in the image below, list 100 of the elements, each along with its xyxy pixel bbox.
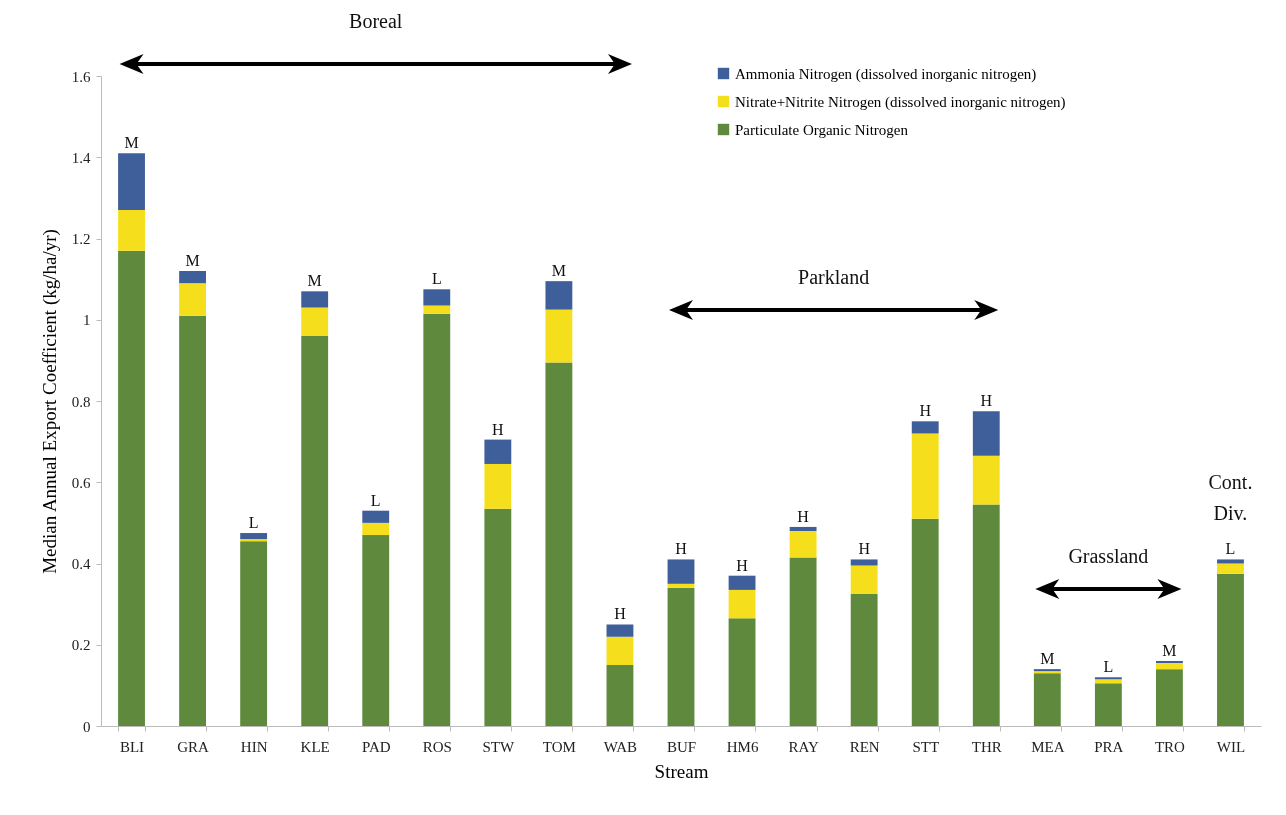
y-tick-label: 0.8 — [71, 393, 91, 410]
bar — [850, 593, 878, 726]
text: Boreal — [349, 10, 403, 32]
bar — [362, 535, 390, 726]
annotation: L — [1225, 540, 1236, 558]
bar — [118, 210, 145, 251]
y-tick-label: 1.2 — [71, 231, 91, 247]
bar — [728, 618, 756, 726]
bar — [362, 522, 390, 536]
bar — [972, 455, 1000, 505]
bar — [484, 463, 512, 509]
annotation: H — [736, 556, 749, 574]
annotation: M — [124, 134, 139, 152]
bar — [606, 624, 634, 637]
x-tick-label: WIL — [1216, 738, 1246, 755]
annotation: H — [797, 507, 810, 525]
annotation: H — [919, 402, 932, 420]
bar — [179, 315, 207, 726]
legend-label: Ammonia Nitrogen (dissolved inorganic nitrogen) — [735, 65, 1037, 83]
bar — [606, 636, 634, 666]
x-tick-label: REN — [849, 738, 880, 755]
bar — [1094, 679, 1122, 684]
y-tick-label: 1.4 — [71, 149, 91, 166]
annotation: M — [551, 262, 567, 280]
bar — [423, 289, 451, 306]
legend-label: Particulate Organic Nitrogen — [735, 121, 909, 138]
bar — [484, 508, 512, 726]
x-tick-label: RAY — [788, 738, 819, 755]
y-tick-label: 0.4 — [71, 556, 91, 572]
x-tick-label: BLI — [119, 738, 145, 755]
annotation: L — [370, 491, 381, 509]
annotation: Cont. Div. — [1208, 471, 1253, 524]
bar — [728, 575, 756, 590]
x-tick-label: STW — [482, 738, 516, 755]
x-tick-label: TRO — [1154, 738, 1186, 755]
bar — [972, 504, 1000, 726]
bar — [118, 250, 145, 726]
bar — [1094, 677, 1122, 680]
bar — [179, 271, 207, 284]
annotation: Parkland — [798, 266, 870, 288]
bar — [1155, 663, 1183, 670]
bar — [118, 153, 145, 211]
bar — [1155, 669, 1183, 726]
bar — [606, 665, 634, 726]
bar — [972, 411, 1000, 456]
bar — [301, 336, 329, 726]
bar — [301, 307, 329, 336]
bar — [362, 510, 390, 523]
x-tick-label: GRA — [177, 738, 210, 755]
annotation: H — [675, 540, 688, 558]
x-tick-label: WAB — [603, 738, 638, 755]
x-tick-label: HIN — [240, 738, 268, 755]
x-tick-label: STT — [912, 738, 940, 755]
bar — [545, 281, 573, 310]
bar — [240, 541, 268, 726]
y-tick-label: 1 — [83, 312, 91, 329]
bar — [667, 559, 695, 584]
y-tick-label: 1.6 — [71, 68, 91, 85]
bar — [545, 309, 573, 363]
legend-label: Nitrate+Nitrite Nitrogen (dissolved inorganic nitrogen) — [735, 93, 1066, 111]
bar — [850, 559, 878, 566]
bar — [667, 583, 695, 588]
bar — [911, 433, 939, 519]
y-tick-label: 0 — [83, 718, 91, 735]
x-tick-label: KLE — [300, 738, 330, 755]
x-tick-label: ROS — [422, 738, 452, 755]
y-tick-label: 0.6 — [71, 474, 91, 491]
annotation: M — [307, 272, 322, 290]
x-tick-label: THR — [971, 738, 1002, 755]
annotation: Grassland — [1068, 545, 1149, 567]
bar — [423, 305, 451, 314]
x-tick-label: TOM — [542, 738, 576, 755]
x-axis-title: Stream — [654, 760, 709, 782]
bar — [240, 539, 268, 542]
annotation: H — [614, 605, 627, 623]
y-tick-label: 0.2 — [71, 637, 91, 654]
bar — [911, 421, 939, 434]
bar — [789, 557, 817, 726]
annotation: L — [1103, 658, 1114, 676]
bar — [1217, 559, 1244, 564]
bar — [1094, 683, 1122, 726]
bar — [1155, 661, 1183, 664]
annotation: M — [1040, 650, 1055, 668]
annotation: L — [248, 514, 259, 532]
bar — [484, 439, 512, 464]
bar — [301, 291, 329, 308]
x-tick-label: PAD — [361, 738, 391, 755]
annotation: L — [431, 270, 442, 288]
bar — [545, 362, 573, 726]
annotation: H — [858, 540, 871, 558]
x-tick-label: PRA — [1094, 738, 1124, 755]
x-tick-label: BUF — [666, 738, 697, 755]
bar — [240, 533, 268, 540]
annotation: M — [1162, 642, 1177, 659]
annotation: H — [492, 420, 505, 438]
bar — [789, 531, 817, 558]
annotation: H — [980, 392, 993, 410]
x-tick-label: HM6 — [726, 738, 759, 755]
bar — [1033, 673, 1061, 726]
bar — [728, 589, 756, 619]
